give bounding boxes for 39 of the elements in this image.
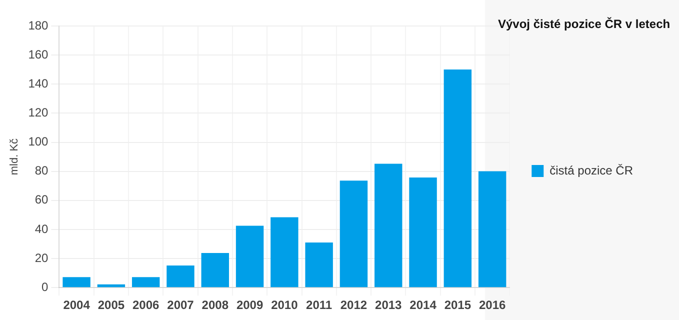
y-tick-label: 80 — [34, 164, 49, 178]
bar — [201, 253, 229, 288]
x-tick-label: 2012 — [340, 298, 368, 312]
bar — [132, 277, 160, 288]
x-tick-label: 2006 — [132, 298, 160, 312]
y-axis-title: mld. Kč — [8, 138, 21, 176]
bar — [166, 266, 194, 288]
bar — [409, 177, 437, 288]
x-tick-label: 2011 — [306, 298, 332, 312]
x-tick-label: 2010 — [271, 298, 298, 312]
bar — [305, 242, 333, 288]
x-tick-label: 2014 — [410, 298, 437, 312]
x-tick-label: 2013 — [375, 298, 402, 312]
x-tick-label: 2016 — [478, 298, 506, 312]
bar — [374, 164, 402, 288]
y-tick-label: 60 — [34, 192, 49, 207]
y-tick-label: 20 — [34, 250, 49, 265]
y-tick-label: 0 — [42, 280, 49, 294]
y-tick-label: 140 — [28, 76, 49, 90]
bar — [340, 180, 368, 288]
x-tick-label: 2008 — [202, 298, 229, 312]
bar — [478, 171, 506, 288]
y-tick-label: 40 — [34, 222, 49, 236]
bar — [236, 226, 264, 288]
bar — [270, 217, 298, 288]
text: Vývoj čisté pozice ČR v letech — [498, 17, 670, 31]
x-tick-label: 2015 — [444, 298, 472, 312]
legend-label: čistá pozice ČR — [550, 163, 634, 178]
bar — [62, 277, 90, 288]
x-tick-label: 2009 — [236, 298, 264, 312]
y-tick-label: 160 — [28, 47, 49, 62]
y-tick-label: 120 — [28, 106, 49, 120]
x-tick-label: 2007 — [167, 298, 194, 312]
bar — [97, 284, 126, 288]
x-tick-label: 2005 — [98, 298, 125, 312]
y-tick-label: 100 — [28, 134, 49, 149]
bar — [444, 69, 472, 288]
x-tick-label: 2004 — [63, 298, 90, 312]
y-tick-label: 180 — [28, 18, 49, 32]
